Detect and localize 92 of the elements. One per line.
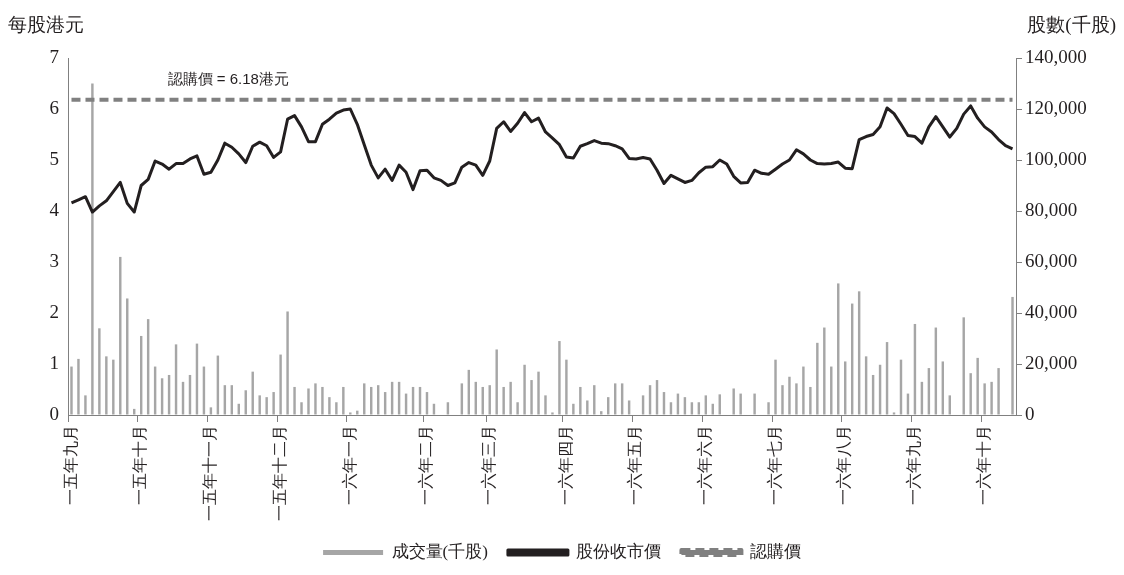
bar	[788, 376, 791, 415]
bar	[544, 395, 547, 415]
bar	[293, 386, 296, 415]
bar	[70, 366, 73, 415]
bar	[321, 386, 324, 415]
bar	[565, 359, 568, 415]
x-tick-label: 一六年六月	[696, 425, 714, 505]
bar	[335, 402, 338, 415]
x-tick-label: 一五年十二月	[270, 425, 288, 521]
bar	[558, 341, 561, 415]
y-tick-label: 0	[49, 402, 59, 424]
x-tick-label: 一五年十月	[131, 425, 149, 505]
bar	[795, 383, 798, 415]
x-tick-label: 一六年九月	[905, 425, 923, 505]
y2-tick-label: 20,000	[1025, 351, 1078, 373]
bar	[523, 364, 526, 415]
bar	[802, 366, 805, 415]
y-tick-label: 2	[49, 300, 59, 322]
y-axis-title: 每股港元	[8, 14, 84, 36]
y2-tick-label: 120,000	[1025, 96, 1087, 118]
bar	[112, 359, 115, 415]
x-tick-label: 一六年五月	[626, 425, 644, 505]
y2-tick-label: 140,000	[1025, 45, 1087, 67]
legend-label: 認購價	[749, 541, 801, 561]
legend-label: 股份收市價	[576, 541, 662, 561]
bar	[342, 386, 345, 415]
x-tick-label: 一六年七月	[765, 425, 783, 505]
bar	[823, 327, 826, 415]
y-tick-label: 6	[49, 96, 59, 118]
y2-tick-label: 40,000	[1025, 300, 1078, 322]
bar	[258, 395, 261, 415]
y-tick-label: 7	[49, 45, 59, 67]
bar	[265, 397, 268, 415]
bar	[781, 385, 784, 415]
x-tick-label: 一六年八月	[835, 425, 853, 505]
bar	[809, 386, 812, 415]
bar	[502, 386, 505, 415]
y-tick-label: 5	[49, 147, 59, 169]
bar	[314, 383, 317, 415]
bar	[572, 403, 575, 415]
bar	[600, 411, 603, 415]
bar	[732, 388, 735, 415]
bar	[976, 357, 979, 415]
bar	[997, 368, 1000, 415]
y-tick-label: 3	[49, 249, 59, 271]
y2-tick-label: 80,000	[1025, 198, 1078, 220]
bar	[969, 373, 972, 415]
x-tick-label: 一五年九月	[61, 425, 79, 505]
bar	[84, 395, 87, 415]
bar	[774, 359, 777, 415]
bar	[551, 412, 554, 415]
bar	[98, 328, 101, 415]
annotation: 認購價 = 6.18港元	[167, 69, 289, 87]
bar	[579, 386, 582, 415]
x-tick-label: 一五年十一月	[201, 425, 219, 521]
y2-tick-label: 0	[1025, 402, 1035, 424]
x-tick-label: 一六年三月	[479, 425, 497, 505]
legend-label: 成交量(千股)	[391, 541, 488, 561]
bar	[586, 400, 589, 415]
bar	[1011, 296, 1014, 415]
bar	[530, 380, 533, 415]
y2-tick-label: 100,000	[1025, 147, 1087, 169]
y2-tick-label: 60,000	[1025, 249, 1078, 271]
bar	[349, 412, 352, 415]
bar	[307, 388, 310, 415]
x-tick-label: 一六年十月	[974, 425, 992, 505]
bar	[91, 83, 94, 415]
bar	[739, 393, 742, 415]
bar	[328, 397, 331, 415]
bar	[892, 412, 896, 415]
bar	[983, 383, 986, 415]
bar	[509, 381, 512, 415]
x-tick-label: 一六年四月	[556, 425, 574, 505]
bar	[816, 342, 819, 415]
bar	[516, 402, 519, 415]
bar	[279, 354, 282, 415]
y2-axis-title: 股數(千股)	[1027, 14, 1116, 37]
bar	[272, 392, 275, 415]
bar	[537, 371, 540, 415]
bar	[286, 311, 289, 415]
y-tick-label: 4	[49, 198, 60, 220]
bar	[495, 349, 498, 415]
x-tick-label: 一六年二月	[417, 425, 435, 505]
bar	[300, 402, 303, 415]
bar	[105, 356, 108, 415]
y-tick-label: 1	[49, 351, 59, 373]
x-tick-label: 一六年一月	[340, 425, 358, 505]
bar	[77, 358, 80, 415]
bar	[767, 402, 770, 415]
bar	[209, 407, 213, 415]
bar	[753, 393, 756, 415]
bar	[990, 381, 993, 415]
